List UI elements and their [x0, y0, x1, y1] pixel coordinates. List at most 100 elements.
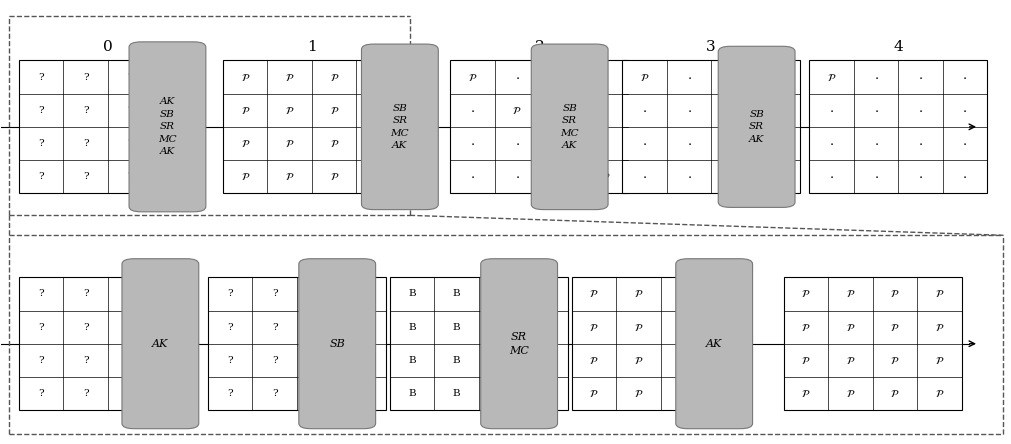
Text: $\cdot$: $\cdot$	[685, 104, 691, 117]
Text: B: B	[541, 389, 549, 398]
Text: $\cdot$: $\cdot$	[774, 71, 779, 83]
Text: $\mathcal{P}$: $\mathcal{P}$	[285, 138, 294, 149]
Text: 0: 0	[103, 40, 112, 54]
Text: $\mathcal{P}$: $\mathcal{P}$	[801, 321, 810, 333]
Text: B: B	[541, 289, 549, 298]
Text: ?: ?	[272, 356, 277, 365]
Text: $\mathcal{P}$: $\mathcal{P}$	[722, 355, 731, 366]
Text: ?: ?	[227, 389, 233, 398]
Text: ?: ?	[272, 323, 277, 332]
Text: $\cdot$: $\cdot$	[604, 104, 608, 117]
Text: B: B	[496, 289, 504, 298]
Text: $\mathcal{P}$: $\mathcal{P}$	[722, 289, 731, 299]
FancyBboxPatch shape	[298, 259, 375, 429]
Text: ?: ?	[272, 389, 277, 398]
Text: B: B	[496, 323, 504, 332]
Text: $\cdot$: $\cdot$	[685, 170, 691, 183]
Text: ?: ?	[83, 139, 88, 148]
Text: ?: ?	[127, 72, 132, 82]
Text: $\cdot$: $\cdot$	[730, 104, 735, 117]
Text: ?: ?	[127, 106, 132, 115]
Text: 3: 3	[706, 40, 715, 54]
Text: $\mathcal{P}$: $\mathcal{P}$	[330, 171, 339, 182]
Text: ?: ?	[127, 172, 132, 181]
Text: $\mathcal{P}$: $\mathcal{P}$	[845, 388, 854, 399]
Text: ?: ?	[127, 139, 132, 148]
Text: ?: ?	[315, 356, 321, 365]
Text: $\cdot$: $\cdot$	[730, 71, 735, 83]
Text: AK: AK	[152, 339, 168, 349]
Text: ?: ?	[227, 289, 233, 298]
Text: ?: ?	[315, 389, 321, 398]
Text: $\mathcal{P}$: $\mathcal{P}$	[330, 105, 339, 116]
Text: $\mathcal{P}$: $\mathcal{P}$	[374, 71, 383, 83]
Text: B: B	[452, 356, 460, 365]
FancyBboxPatch shape	[129, 42, 205, 212]
Text: $\cdot$: $\cdot$	[515, 71, 519, 83]
Text: ?: ?	[38, 389, 43, 398]
Text: $\mathcal{P}$: $\mathcal{P}$	[890, 355, 899, 366]
Text: ?: ?	[315, 289, 321, 298]
Text: $\mathcal{P}$: $\mathcal{P}$	[722, 388, 731, 399]
Text: ?: ?	[38, 72, 43, 82]
Text: $\cdot$: $\cdot$	[470, 137, 474, 150]
Text: $\mathcal{P}$: $\mathcal{P}$	[677, 321, 686, 333]
Text: $\cdot$: $\cdot$	[641, 170, 646, 183]
Text: $\mathcal{P}$: $\mathcal{P}$	[241, 138, 250, 149]
Text: ?: ?	[127, 356, 132, 365]
Text: $\cdot$: $\cdot$	[961, 104, 967, 117]
Text: $\cdot$: $\cdot$	[961, 71, 967, 83]
Text: $\cdot$: $\cdot$	[774, 104, 779, 117]
Text: $\mathcal{P}$: $\mathcal{P}$	[633, 388, 642, 399]
Text: ?: ?	[360, 389, 366, 398]
Text: ?: ?	[83, 289, 88, 298]
Text: $\cdot$: $\cdot$	[872, 137, 878, 150]
Text: ?: ?	[360, 356, 366, 365]
Text: $\mathcal{P}$: $\mathcal{P}$	[934, 388, 943, 399]
Text: $\mathcal{P}$: $\mathcal{P}$	[801, 355, 810, 366]
Text: $\mathcal{P}$: $\mathcal{P}$	[330, 138, 339, 149]
Text: $\mathcal{P}$: $\mathcal{P}$	[845, 321, 854, 333]
Text: $\mathcal{P}$: $\mathcal{P}$	[467, 71, 477, 83]
Text: $\mathcal{P}$: $\mathcal{P}$	[588, 355, 599, 366]
Bar	[450, 60, 628, 193]
Text: $\cdot$: $\cdot$	[961, 137, 967, 150]
Text: $\cdot$: $\cdot$	[470, 104, 474, 117]
FancyBboxPatch shape	[122, 259, 198, 429]
Text: 2: 2	[534, 40, 544, 54]
Text: $\mathcal{P}$: $\mathcal{P}$	[890, 388, 899, 399]
Text: ?: ?	[83, 172, 88, 181]
Text: $\mathcal{P}$: $\mathcal{P}$	[556, 138, 566, 149]
Text: $\cdot$: $\cdot$	[685, 137, 691, 150]
Text: $\cdot$: $\cdot$	[559, 170, 563, 183]
Text: B: B	[541, 356, 549, 365]
Text: SB
SR
AK: SB SR AK	[748, 110, 763, 144]
Text: ?: ?	[172, 289, 177, 298]
Text: B: B	[407, 289, 416, 298]
Text: ?: ?	[83, 389, 88, 398]
Text: $\mathcal{P}$: $\mathcal{P}$	[633, 289, 642, 299]
Text: $\mathcal{P}$: $\mathcal{P}$	[934, 289, 943, 299]
Bar	[222, 60, 400, 193]
Text: $\cdot$: $\cdot$	[641, 137, 646, 150]
Text: $\mathcal{P}$: $\mathcal{P}$	[374, 171, 383, 182]
Text: B: B	[541, 323, 549, 332]
Text: $\cdot$: $\cdot$	[604, 71, 608, 83]
Text: $\mathcal{P}$: $\mathcal{P}$	[241, 105, 250, 116]
Text: ?: ?	[83, 356, 88, 365]
Text: 1: 1	[306, 40, 316, 54]
Text: $\cdot$: $\cdot$	[917, 71, 922, 83]
Text: ?: ?	[38, 323, 43, 332]
Text: $\cdot$: $\cdot$	[828, 137, 833, 150]
Text: ?: ?	[38, 106, 43, 115]
Text: B: B	[452, 289, 460, 298]
Text: SB: SB	[329, 339, 345, 349]
Text: ?: ?	[172, 356, 177, 365]
Text: ?: ?	[38, 139, 43, 148]
Text: $\mathcal{P}$: $\mathcal{P}$	[639, 71, 648, 83]
Text: $\cdot$: $\cdot$	[685, 71, 691, 83]
FancyBboxPatch shape	[531, 44, 608, 210]
Bar	[19, 278, 196, 410]
Text: ?: ?	[315, 323, 321, 332]
Bar	[622, 60, 800, 193]
